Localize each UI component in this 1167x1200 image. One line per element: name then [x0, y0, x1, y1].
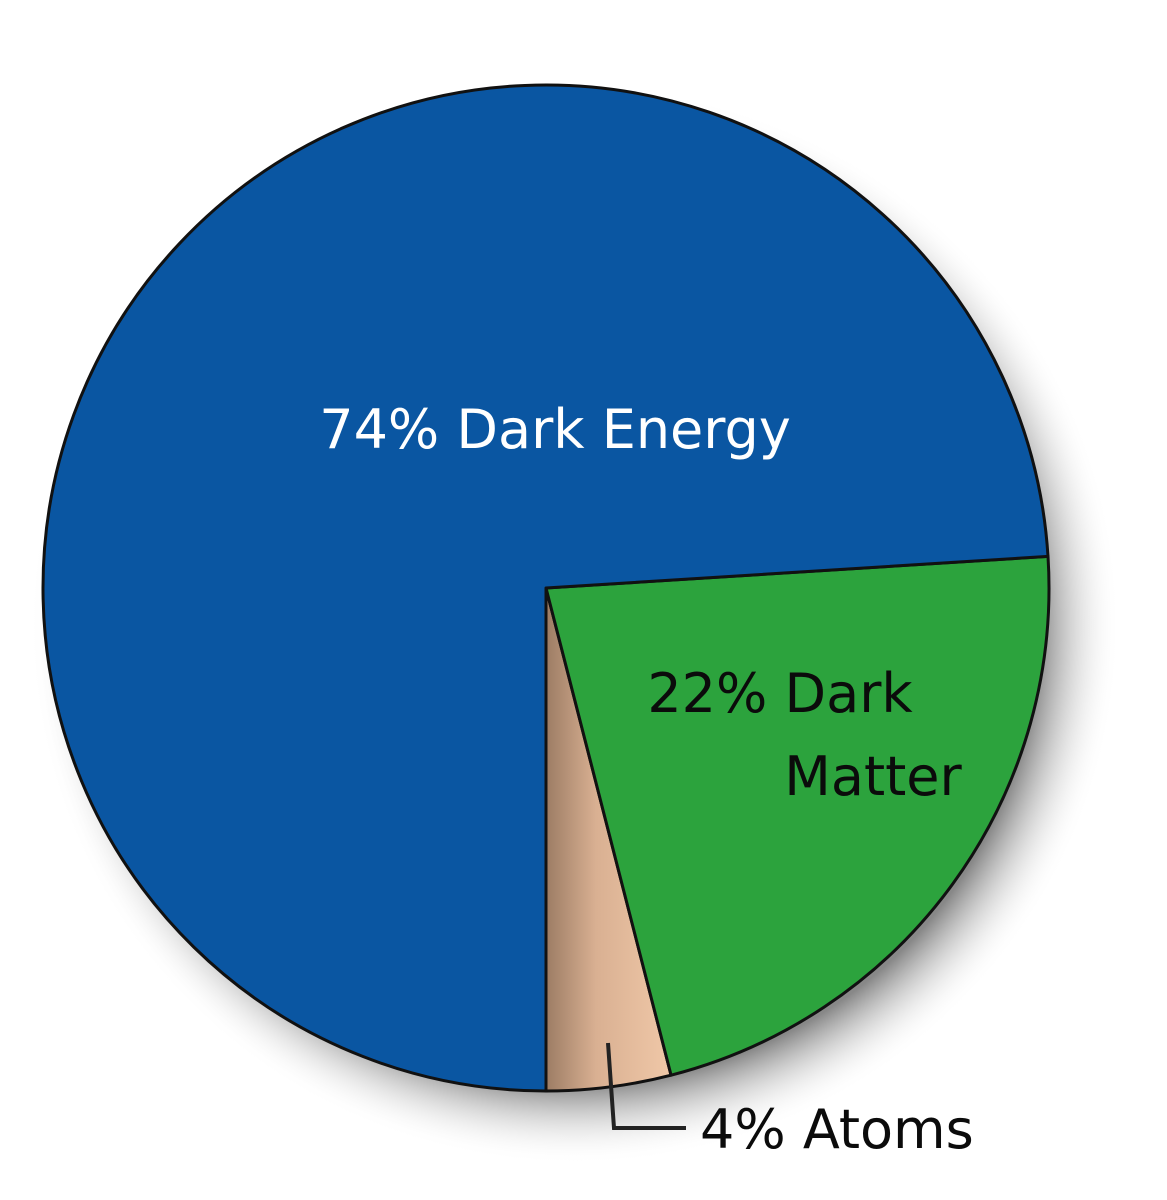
pie-slice-dark-energy: [41, 83, 1050, 1093]
slice-label-atoms: 4% Atoms: [700, 1098, 974, 1161]
slice-label-dark-matter-line1: 22% Dark: [647, 662, 913, 725]
slice-label-dark-energy: 74% Dark Energy: [319, 398, 791, 461]
pie-slice-dark-matter: [544, 554, 1051, 1077]
slice-label-dark-matter-line2: Matter: [784, 745, 962, 808]
atoms-leader-line: [606, 1042, 686, 1130]
